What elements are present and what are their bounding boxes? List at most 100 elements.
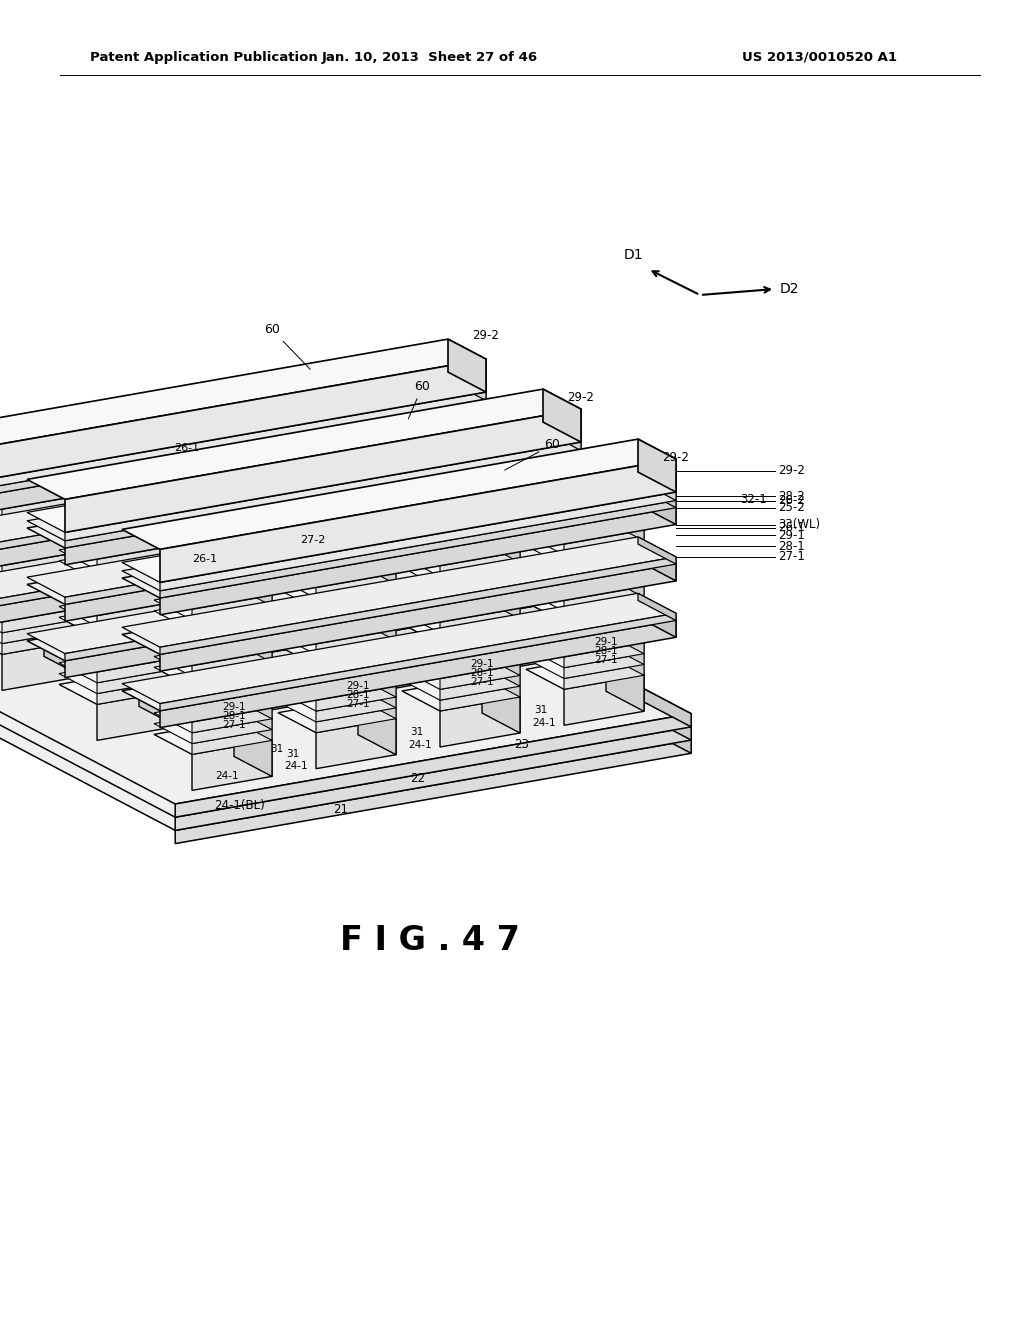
Polygon shape bbox=[402, 677, 520, 711]
Text: 26-1: 26-1 bbox=[778, 521, 805, 535]
Polygon shape bbox=[154, 698, 272, 733]
Polygon shape bbox=[193, 730, 272, 755]
Polygon shape bbox=[183, 648, 301, 682]
Polygon shape bbox=[431, 461, 549, 494]
Polygon shape bbox=[469, 548, 549, 572]
Polygon shape bbox=[440, 630, 520, 655]
Polygon shape bbox=[168, 599, 206, 655]
Polygon shape bbox=[402, 610, 520, 644]
Polygon shape bbox=[97, 545, 177, 570]
Polygon shape bbox=[154, 576, 272, 610]
Polygon shape bbox=[358, 698, 396, 755]
Polygon shape bbox=[336, 421, 454, 455]
Text: US 2013/0010520 A1: US 2013/0010520 A1 bbox=[742, 50, 897, 63]
Polygon shape bbox=[263, 648, 301, 705]
Polygon shape bbox=[221, 636, 301, 661]
Polygon shape bbox=[402, 589, 520, 622]
Polygon shape bbox=[234, 721, 272, 776]
Polygon shape bbox=[543, 487, 581, 513]
Polygon shape bbox=[307, 503, 425, 537]
Polygon shape bbox=[88, 577, 206, 611]
Polygon shape bbox=[511, 461, 549, 491]
Polygon shape bbox=[193, 652, 272, 676]
Polygon shape bbox=[482, 656, 520, 686]
Polygon shape bbox=[154, 710, 272, 743]
Polygon shape bbox=[212, 499, 330, 533]
Text: 60: 60 bbox=[264, 323, 310, 370]
Polygon shape bbox=[0, 494, 486, 603]
Polygon shape bbox=[2, 630, 82, 655]
Polygon shape bbox=[263, 627, 301, 657]
Polygon shape bbox=[0, 408, 486, 515]
Polygon shape bbox=[402, 656, 520, 689]
Polygon shape bbox=[2, 552, 82, 577]
Polygon shape bbox=[387, 503, 425, 535]
Polygon shape bbox=[292, 488, 330, 519]
Polygon shape bbox=[160, 564, 676, 671]
Polygon shape bbox=[88, 599, 206, 632]
Polygon shape bbox=[250, 462, 330, 487]
Polygon shape bbox=[638, 480, 676, 508]
Polygon shape bbox=[543, 494, 581, 531]
Polygon shape bbox=[374, 498, 454, 523]
Polygon shape bbox=[345, 512, 425, 537]
Polygon shape bbox=[469, 558, 549, 583]
Polygon shape bbox=[193, 616, 272, 642]
Polygon shape bbox=[440, 697, 520, 747]
Polygon shape bbox=[469, 626, 549, 676]
Polygon shape bbox=[234, 597, 272, 627]
Polygon shape bbox=[307, 560, 425, 594]
Polygon shape bbox=[374, 508, 454, 533]
Polygon shape bbox=[168, 465, 206, 495]
Polygon shape bbox=[263, 638, 301, 669]
Text: 29-1: 29-1 bbox=[778, 529, 805, 541]
Polygon shape bbox=[307, 539, 425, 572]
Text: 29-2: 29-2 bbox=[472, 329, 499, 342]
Polygon shape bbox=[44, 496, 82, 528]
Text: 31: 31 bbox=[411, 727, 424, 737]
Text: 26-1: 26-1 bbox=[191, 554, 217, 565]
Polygon shape bbox=[212, 577, 330, 611]
Polygon shape bbox=[564, 653, 644, 678]
Polygon shape bbox=[431, 482, 549, 516]
Text: 60: 60 bbox=[505, 438, 560, 470]
Text: 27-1: 27-1 bbox=[594, 655, 617, 665]
Polygon shape bbox=[449, 494, 486, 520]
Polygon shape bbox=[449, 444, 486, 480]
Polygon shape bbox=[482, 677, 520, 733]
Polygon shape bbox=[416, 432, 454, 462]
Polygon shape bbox=[564, 541, 644, 566]
Polygon shape bbox=[511, 594, 549, 626]
Polygon shape bbox=[416, 544, 454, 576]
Polygon shape bbox=[126, 552, 206, 577]
Polygon shape bbox=[263, 525, 301, 556]
Polygon shape bbox=[0, 520, 486, 627]
Polygon shape bbox=[564, 664, 644, 689]
Polygon shape bbox=[0, 392, 486, 491]
Polygon shape bbox=[543, 550, 581, 587]
Polygon shape bbox=[526, 566, 644, 601]
Polygon shape bbox=[160, 500, 676, 598]
Polygon shape bbox=[278, 620, 396, 655]
Polygon shape bbox=[44, 532, 82, 562]
Polygon shape bbox=[278, 565, 396, 598]
Polygon shape bbox=[387, 594, 425, 626]
Polygon shape bbox=[212, 453, 330, 487]
Text: 31: 31 bbox=[270, 744, 284, 754]
Polygon shape bbox=[316, 573, 396, 598]
Polygon shape bbox=[175, 714, 691, 817]
Polygon shape bbox=[59, 525, 177, 560]
Text: Patent Application Publication: Patent Application Publication bbox=[90, 50, 317, 63]
Polygon shape bbox=[0, 610, 82, 644]
Polygon shape bbox=[0, 500, 486, 611]
Polygon shape bbox=[526, 644, 644, 678]
Polygon shape bbox=[526, 634, 644, 668]
Polygon shape bbox=[482, 667, 520, 697]
Polygon shape bbox=[307, 616, 425, 651]
Polygon shape bbox=[263, 616, 301, 647]
Polygon shape bbox=[638, 537, 676, 564]
Polygon shape bbox=[433, 578, 691, 727]
Polygon shape bbox=[212, 545, 330, 578]
Polygon shape bbox=[139, 546, 177, 578]
Polygon shape bbox=[2, 495, 82, 520]
